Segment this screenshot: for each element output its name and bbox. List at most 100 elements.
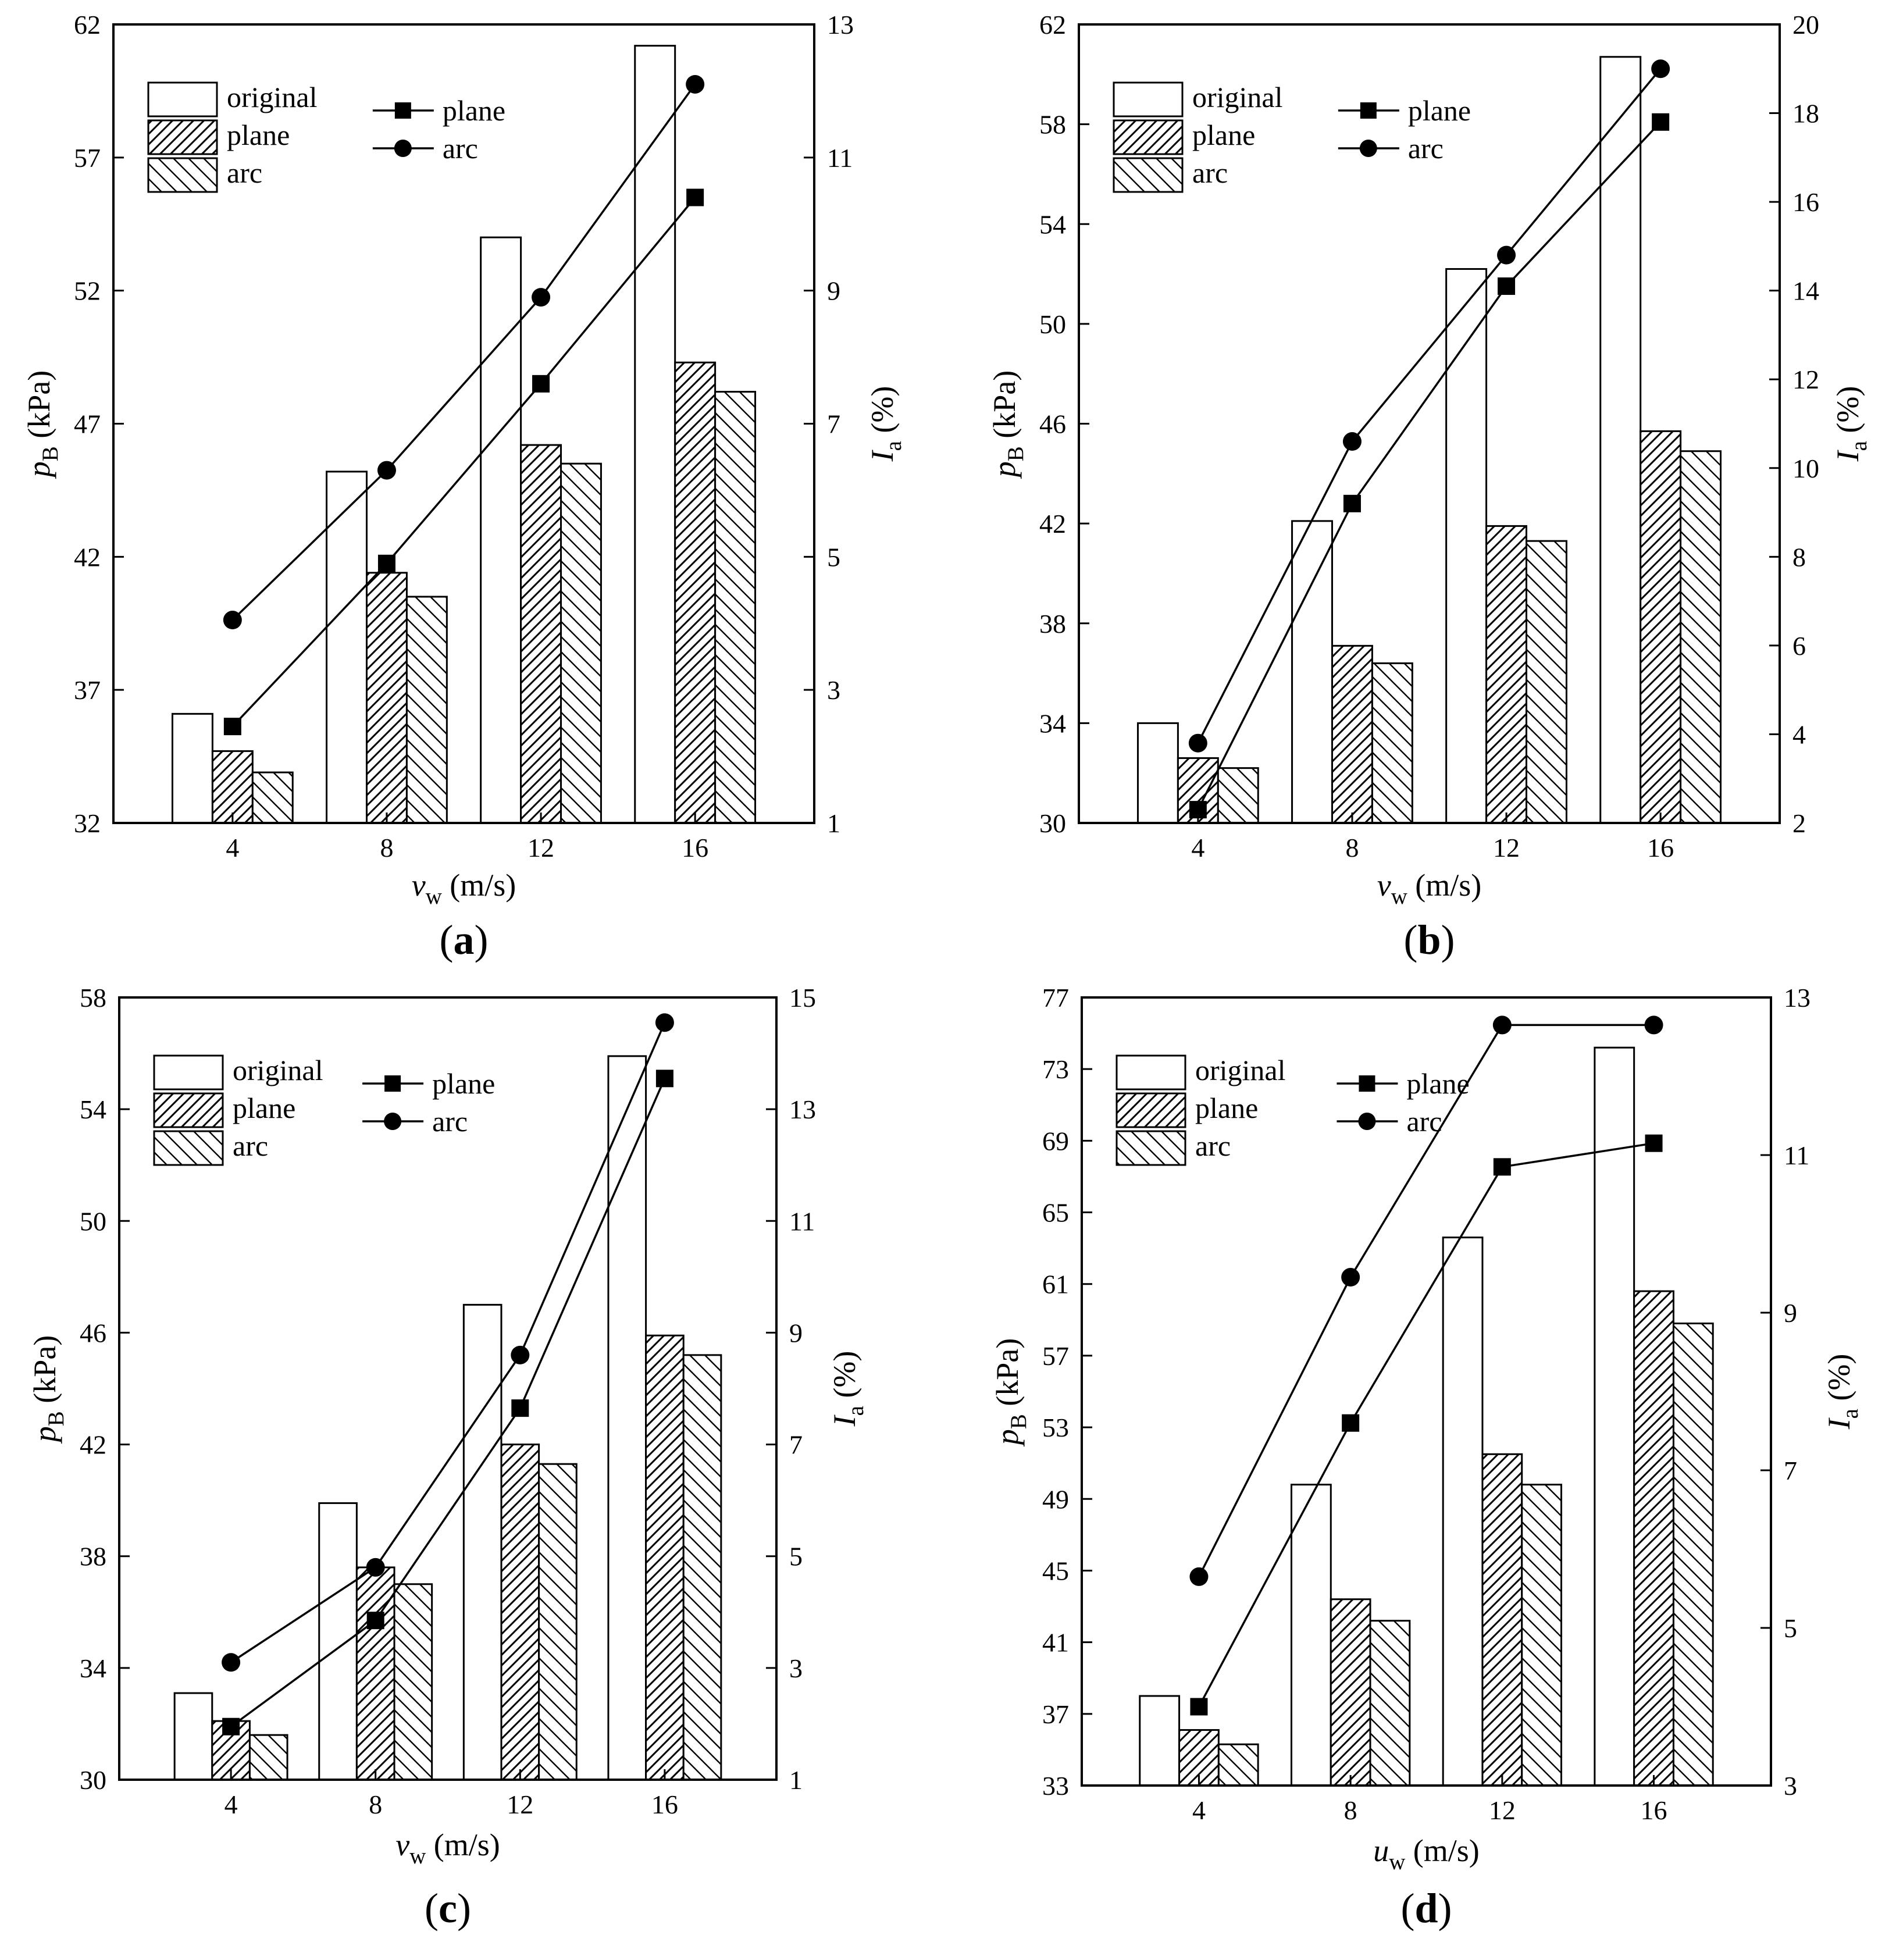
- legend-swatch-original: [1115, 1054, 1186, 1091]
- legend-label-arc: arc: [233, 1129, 268, 1162]
- y-axis-label-right: Ia (%): [827, 1351, 868, 1427]
- legend-label-plane: plane: [233, 1092, 295, 1124]
- bar-original-16: [1594, 1046, 1635, 1787]
- legend-label-original: original: [233, 1054, 323, 1086]
- x-axis-label: vw (m/s): [395, 1827, 500, 1869]
- panel-label-c: (c): [425, 1885, 471, 1932]
- legend-label-line-plane: plane: [1406, 1067, 1469, 1100]
- bar-arc-16: [1680, 450, 1722, 824]
- ytick-label-right: 11: [827, 143, 853, 173]
- ytick-label-left: 33: [1042, 1771, 1069, 1801]
- point-arc-12: [1492, 1015, 1512, 1035]
- ytick-label-right: 14: [1792, 276, 1819, 306]
- legend-swatch-arc: [153, 1130, 224, 1166]
- ytick-label-right: 13: [1784, 983, 1811, 1013]
- panel-label-a: (a): [440, 917, 489, 963]
- legend-label-line-plane: plane: [432, 1067, 495, 1100]
- point-arc-12: [1497, 245, 1516, 265]
- line-arc: [230, 1022, 666, 1663]
- point-plane-16: [1645, 1134, 1663, 1152]
- xtick-label: 8: [369, 1790, 382, 1819]
- bar-plane-8: [365, 572, 408, 824]
- legend-marker-plane: [384, 1075, 401, 1092]
- y-axis-label-left: pB (kPa): [987, 370, 1028, 479]
- legend-swatch-plane: [147, 119, 218, 155]
- xtick-label: 8: [1345, 833, 1359, 863]
- ytick-label-right: 7: [827, 409, 840, 439]
- legend-swatch-arc: [1113, 157, 1184, 193]
- bar-arc-8: [1369, 1620, 1411, 1787]
- legend-swatch-original: [1113, 81, 1184, 117]
- bar-arc-8: [405, 596, 448, 824]
- point-plane-4: [222, 1717, 240, 1736]
- ytick-label-right: 12: [1792, 365, 1819, 394]
- point-plane-12: [532, 375, 550, 393]
- ytick-label-right: 9: [789, 1318, 803, 1348]
- ytick-label-right: 6: [1792, 631, 1806, 661]
- xtick-label: 12: [507, 1790, 533, 1819]
- legend-marker-arc: [394, 140, 412, 157]
- legend-label-line-arc: arc: [443, 132, 478, 165]
- xtick-label: 16: [651, 1790, 678, 1819]
- point-arc-16: [655, 1013, 674, 1032]
- panel-label-b: (b): [1403, 917, 1455, 963]
- ytick-label-right: 13: [827, 10, 854, 40]
- point-arc-4: [1189, 1567, 1209, 1586]
- ytick-label-left: 45: [1042, 1556, 1069, 1585]
- ytick-label-right: 20: [1792, 10, 1819, 40]
- ytick-label-left: 47: [74, 409, 101, 439]
- bar-original-8: [1291, 520, 1333, 824]
- point-arc-12: [532, 288, 551, 307]
- legend-marker-arc: [384, 1113, 402, 1130]
- point-plane-4: [223, 718, 241, 736]
- ytick-label-right: 3: [789, 1653, 803, 1683]
- ytick-label-left: 34: [1039, 708, 1066, 738]
- line-plane: [231, 197, 696, 728]
- ytick-label-left: 77: [1042, 983, 1069, 1013]
- ytick-label-left: 46: [80, 1318, 106, 1348]
- xtick-label: 16: [1647, 833, 1674, 863]
- ytick-label-right: 5: [827, 542, 840, 572]
- line-plane: [1198, 1142, 1654, 1708]
- ytick-label-left: 41: [1042, 1628, 1069, 1658]
- bar-original-12: [462, 1303, 502, 1781]
- point-plane-8: [377, 554, 395, 572]
- legend-label-original: original: [1195, 1054, 1286, 1086]
- bar-plane-16: [1633, 1290, 1674, 1787]
- xtick-label: 4: [1192, 1795, 1206, 1825]
- point-arc-4: [1188, 733, 1207, 753]
- ytick-label-right: 18: [1792, 99, 1819, 129]
- ytick-label-left: 37: [74, 675, 101, 705]
- ytick-label-left: 61: [1042, 1270, 1069, 1299]
- bar-original-8: [318, 1502, 358, 1781]
- legend-swatch-original: [153, 1054, 224, 1091]
- ytick-label-right: 4: [1792, 719, 1806, 749]
- y-axis-label-right: Ia (%): [1822, 1354, 1863, 1430]
- point-arc-16: [686, 74, 705, 94]
- bar-plane-16: [674, 361, 717, 824]
- x-axis-label: uw (m/s): [1373, 1833, 1480, 1875]
- bar-original-8: [1290, 1484, 1332, 1787]
- bar-original-16: [634, 45, 676, 824]
- point-plane-12: [511, 1399, 529, 1417]
- legend-label-original: original: [1192, 81, 1283, 113]
- line-plane: [230, 1078, 666, 1728]
- ytick-label-left: 58: [1039, 110, 1066, 140]
- ytick-label-right: 8: [1792, 542, 1806, 572]
- point-arc-8: [1341, 1268, 1360, 1287]
- ytick-label-left: 42: [80, 1430, 106, 1460]
- ytick-label-left: 32: [74, 808, 101, 838]
- legend-label-arc: arc: [1192, 156, 1228, 189]
- point-arc-8: [377, 461, 396, 480]
- legend-swatch-arc: [147, 157, 218, 193]
- bar-original-12: [1445, 268, 1488, 824]
- panel-label-d: (d): [1400, 1885, 1452, 1932]
- bar-plane-12: [500, 1444, 540, 1781]
- ytick-label-left: 34: [80, 1653, 106, 1683]
- bar-original-4: [173, 1692, 213, 1781]
- ytick-label-right: 7: [789, 1430, 803, 1460]
- legend-marker-plane: [394, 102, 411, 119]
